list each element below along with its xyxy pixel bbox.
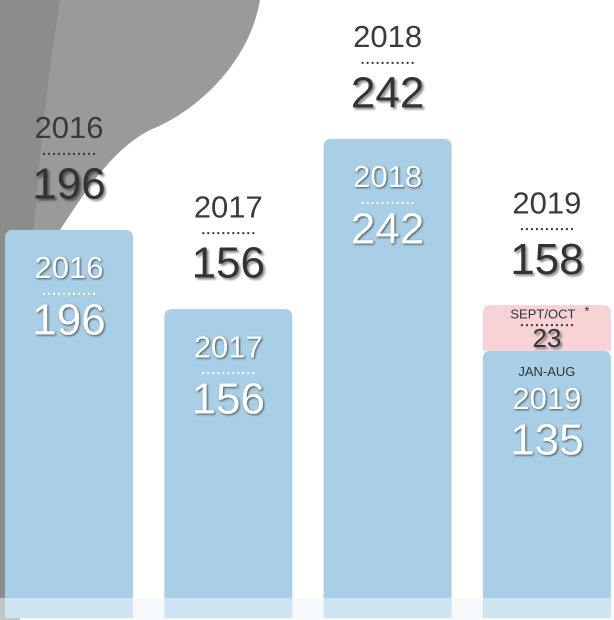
total-label: 156	[192, 239, 265, 288]
value-label: 242	[351, 204, 424, 253]
category-label: 2017	[194, 329, 263, 364]
series-label: SEPT/OCT	[510, 307, 575, 322]
value-label: 156	[192, 375, 265, 424]
category-label: 2018	[353, 159, 422, 194]
chart: 2016 196 2016 196 2017 156 2017 156 2018 242 2018 2…	[0, 0, 614, 620]
note-mark: *	[584, 304, 589, 319]
category-label: 2019	[512, 381, 581, 416]
floor	[0, 598, 614, 620]
category-label: 2016	[35, 110, 104, 145]
series-label: JAN-AUG	[518, 364, 575, 379]
value-label: 135	[510, 415, 583, 464]
category-label: 2016	[35, 250, 104, 285]
category-label: 2018	[353, 19, 422, 54]
category-label: 2019	[512, 185, 581, 220]
total-label: 158	[510, 235, 583, 284]
total-label: 196	[32, 160, 105, 209]
bar	[5, 230, 133, 618]
total-label: 242	[351, 68, 424, 117]
value-label: 23	[532, 323, 561, 353]
category-label: 2017	[194, 189, 263, 224]
value-label: 196	[32, 296, 105, 345]
